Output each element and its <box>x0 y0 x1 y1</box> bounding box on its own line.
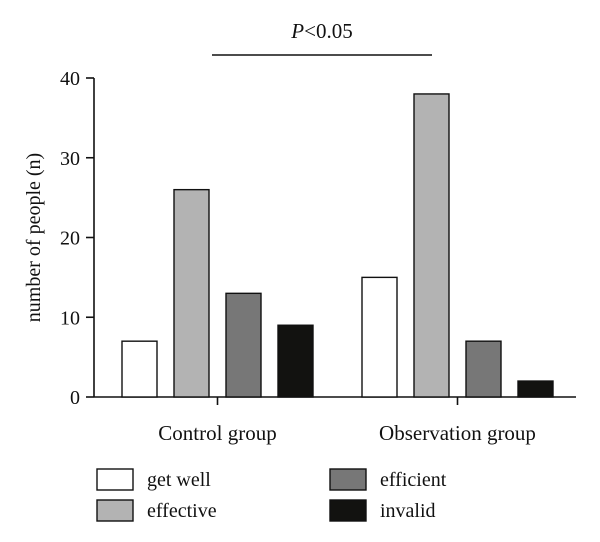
category-labels: Control group Observation group <box>158 421 536 445</box>
bar-invalid-1 <box>517 380 554 398</box>
significance-annotation: P<0.05 <box>212 19 432 56</box>
y-axis-title: number of people (n) <box>23 153 45 322</box>
significance-label: P<0.05 <box>290 19 352 43</box>
legend-label: get well <box>147 469 211 491</box>
legend-label: effective <box>147 500 217 522</box>
legend-swatch-get-well <box>96 468 134 491</box>
legend-swatch-effective <box>96 499 134 522</box>
y-tick-label: 20 <box>60 228 80 250</box>
p-symbol: P <box>290 19 304 43</box>
legend: get well effective efficient invalid <box>96 468 447 522</box>
y-tick-label: 40 <box>60 68 80 90</box>
category-label: Control group <box>158 421 276 445</box>
bars <box>121 93 554 398</box>
p-value: <0.05 <box>304 19 353 43</box>
legend-swatch-efficient <box>329 468 367 491</box>
legend-label: efficient <box>380 469 447 491</box>
legend-swatch-invalid <box>329 499 367 522</box>
category-label: Observation group <box>379 421 536 445</box>
bar-effective-0 <box>173 188 210 398</box>
bar-get-well-1 <box>361 276 398 398</box>
y-tick-label: 0 <box>70 387 80 409</box>
y-tick-label: 10 <box>60 307 80 329</box>
bar-efficient-0 <box>225 292 262 398</box>
bar-get-well-0 <box>121 340 158 398</box>
bar-efficient-1 <box>465 340 502 398</box>
y-tick-label: 30 <box>60 148 80 170</box>
bar-effective-1 <box>413 93 450 398</box>
legend-label: invalid <box>380 500 436 522</box>
bar-invalid-0 <box>277 324 314 398</box>
